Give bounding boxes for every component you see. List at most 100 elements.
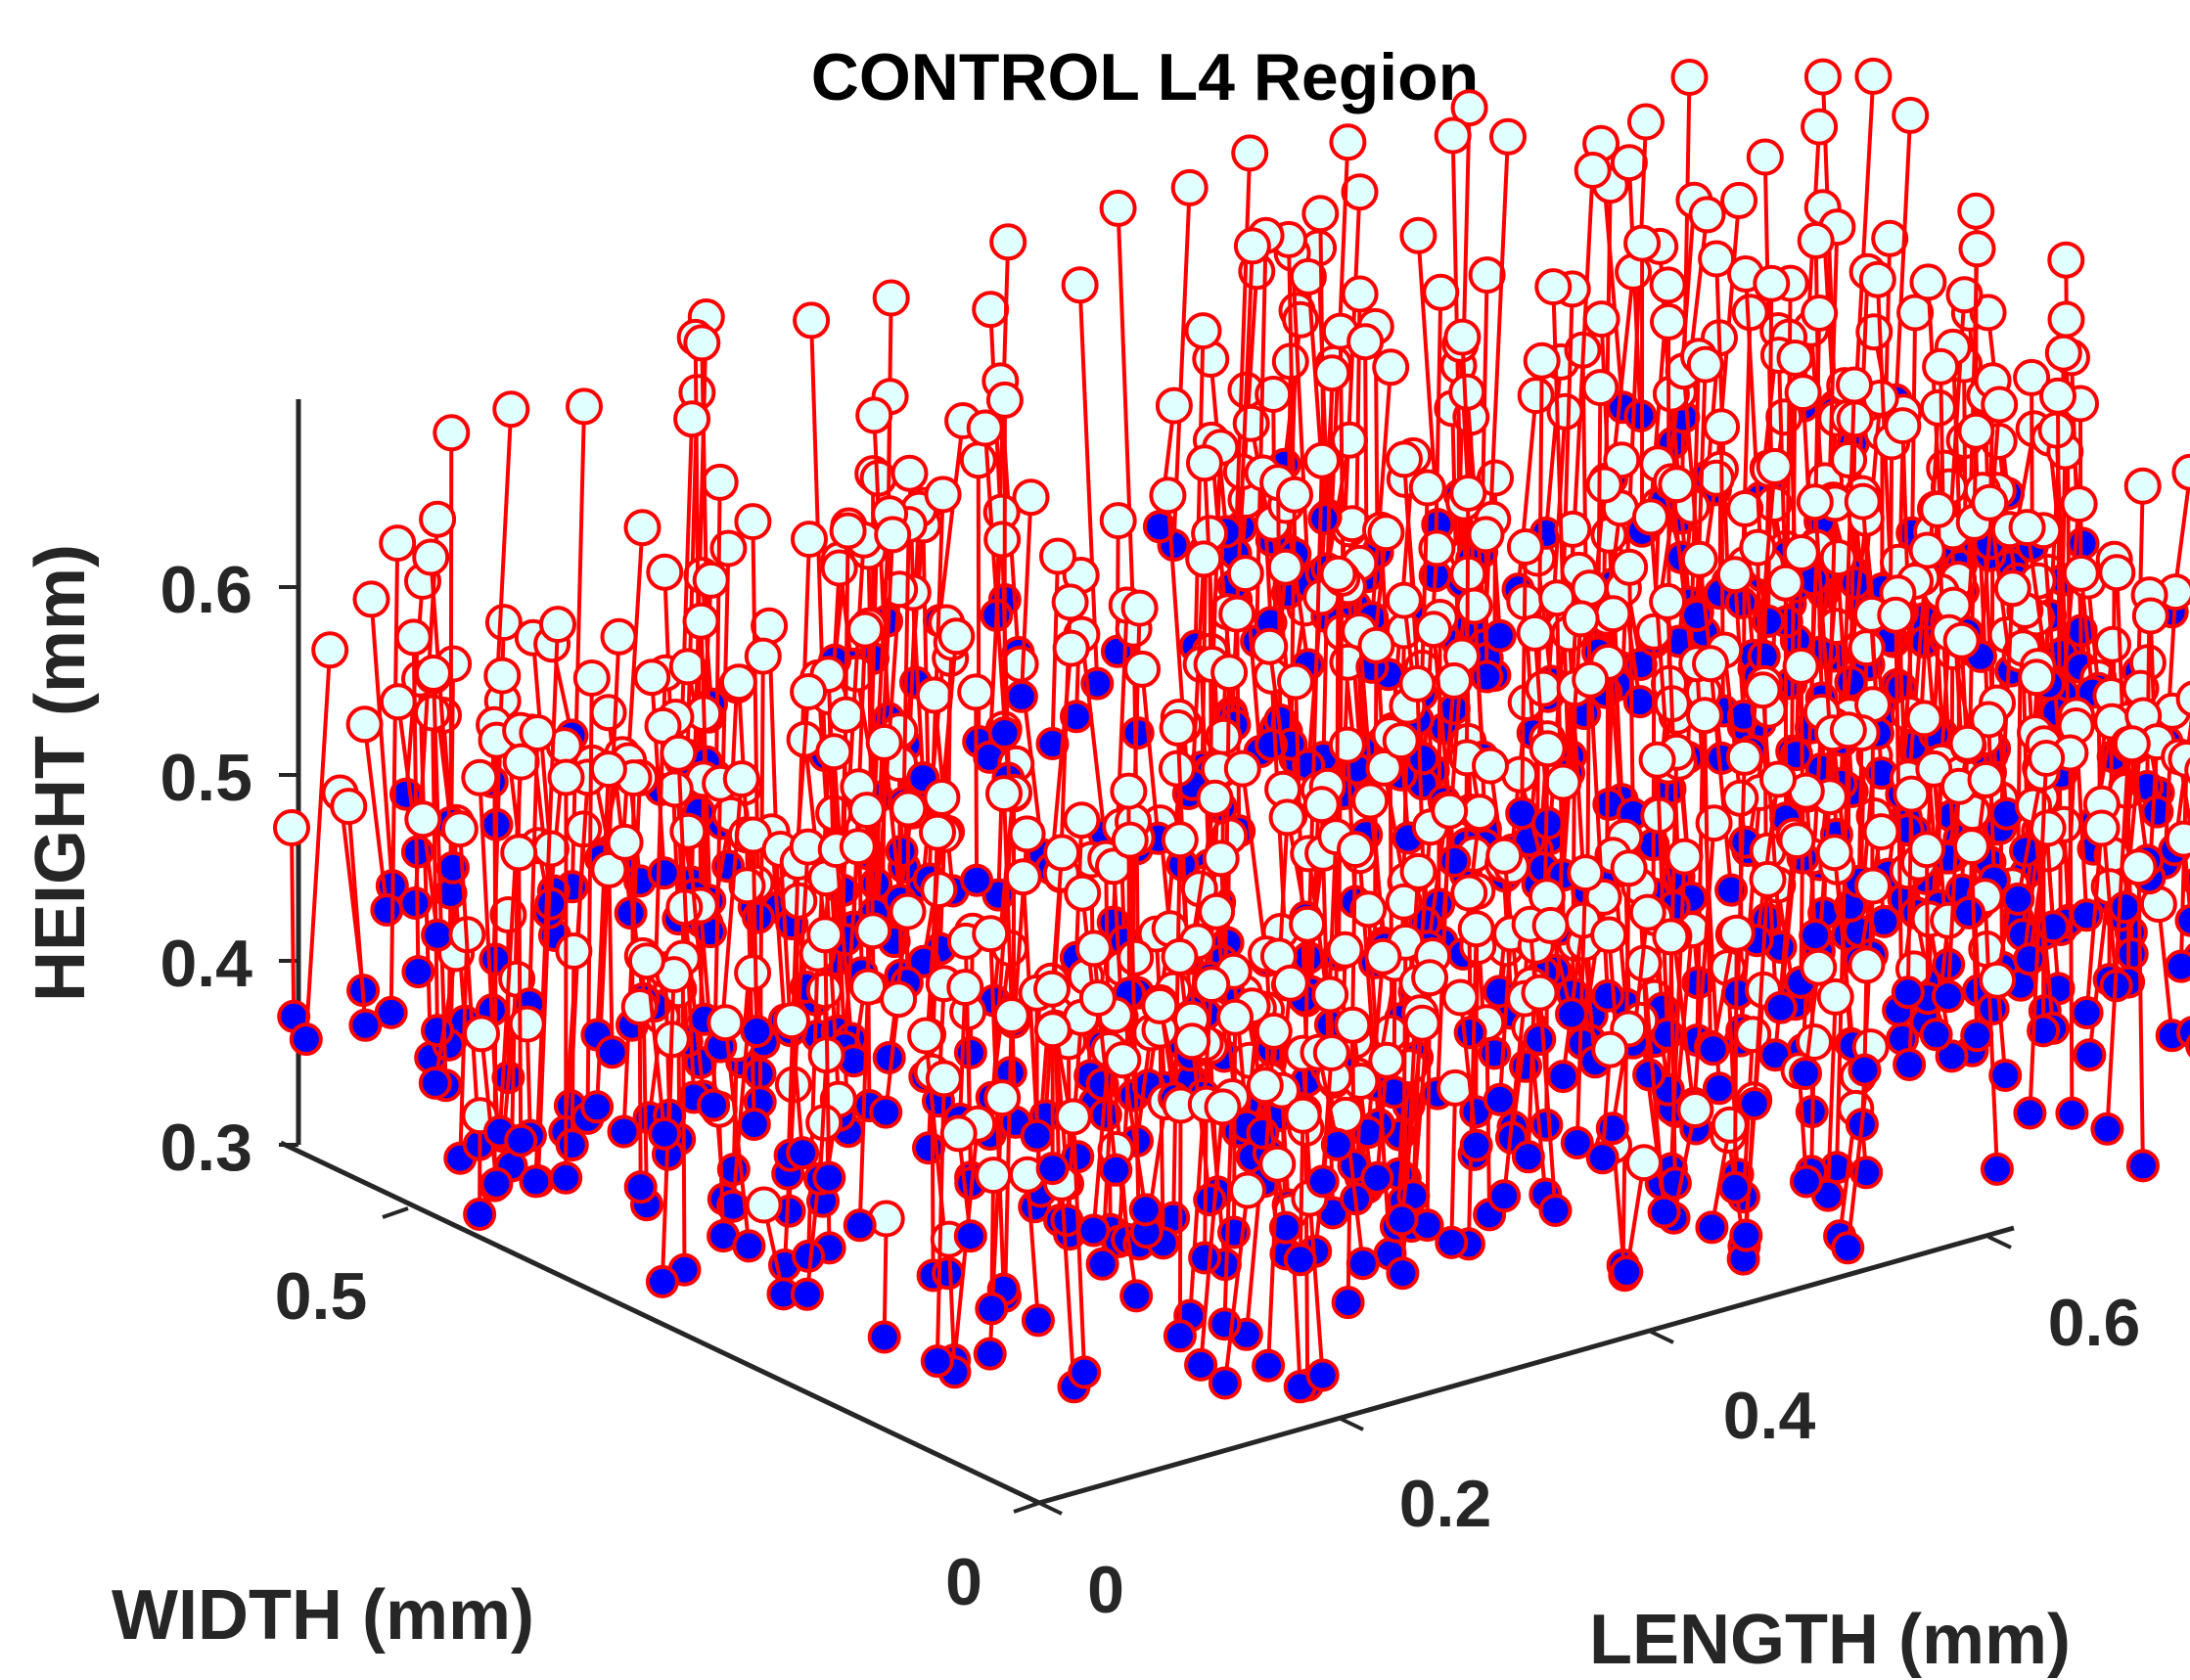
data-point-base <box>732 1229 766 1263</box>
data-point-top <box>975 1157 1013 1195</box>
data-point-top <box>1185 540 1223 578</box>
data-point-base <box>1831 1231 1865 1265</box>
connector-line <box>989 1175 996 1309</box>
data-point-top <box>734 503 772 541</box>
data-point-base <box>1952 895 1986 930</box>
data-point-top <box>1582 300 1620 339</box>
data-point-top <box>1915 749 1953 788</box>
data-point-base <box>973 1337 1007 1371</box>
z-tick-label: 0.3 <box>160 1111 252 1185</box>
data-point-top <box>923 779 961 816</box>
data-point-top <box>627 942 665 980</box>
data-point-base <box>1453 1016 1487 1050</box>
data-point-base <box>645 1264 679 1298</box>
data-point-top <box>623 509 662 547</box>
data-point-top <box>440 810 479 848</box>
data-point-top <box>1012 478 1050 517</box>
y-tick <box>1013 1501 1040 1514</box>
data-point-top <box>1581 369 1620 407</box>
data-point-top <box>2184 756 2190 784</box>
data-point-top <box>1945 276 1984 314</box>
connector-line <box>1967 431 1979 756</box>
data-point-base <box>1099 1153 1133 1187</box>
data-point-top <box>1313 354 1351 392</box>
data-point-top <box>1855 313 1893 351</box>
connector-line <box>1832 852 1855 1046</box>
connector-line <box>346 805 368 1025</box>
data-point-base <box>370 893 404 927</box>
data-point-top <box>1816 977 1854 1016</box>
connector-line <box>936 420 966 621</box>
data-point-base <box>2001 882 2035 916</box>
data-point-top <box>1567 854 1605 892</box>
data-point-top <box>1670 59 1709 96</box>
data-point-base <box>289 1022 323 1057</box>
data-point-top <box>1155 386 1193 425</box>
data-point-base <box>1252 1348 1286 1383</box>
data-point-top <box>1408 469 1446 507</box>
data-point-top <box>1970 701 2008 739</box>
connector-line <box>1969 846 1980 1036</box>
data-point-top <box>1411 959 1449 997</box>
data-point-top <box>620 988 659 1025</box>
data-point-top <box>751 607 789 645</box>
data-point-base <box>421 918 455 952</box>
data-point-top <box>1957 412 1995 450</box>
data-point-top <box>1329 123 1367 161</box>
connector-line <box>818 1055 829 1179</box>
data-point-top <box>1277 662 1314 701</box>
connector-line <box>1433 292 1443 576</box>
data-point-top <box>1658 466 1696 504</box>
connector-line <box>2078 403 2083 667</box>
data-point-top <box>1525 669 1563 707</box>
data-point-top <box>985 775 1023 813</box>
connector-line <box>1095 997 1118 1171</box>
data-point-top <box>880 980 918 1019</box>
data-point-top <box>1623 224 1662 262</box>
connector-line <box>1752 879 1770 1105</box>
connector-line <box>1233 153 1253 554</box>
data-point-top <box>1784 374 1822 412</box>
connector-line <box>1922 718 1941 906</box>
data-point-top <box>1782 534 1820 571</box>
data-point-top <box>646 553 684 591</box>
connector-line <box>1351 1024 1374 1182</box>
data-point-top <box>1698 240 1736 278</box>
connector-line <box>497 761 524 1132</box>
data-point-top <box>1952 828 1990 866</box>
data-point-base <box>1546 1060 1580 1094</box>
data-point-top <box>1778 822 1816 860</box>
data-point-top <box>1276 476 1313 514</box>
data-point-base <box>607 1114 641 1149</box>
connector-line <box>1458 997 1479 1146</box>
data-point-top <box>1993 569 2031 608</box>
data-point-top <box>2039 377 2076 415</box>
data-point-base <box>1737 1087 1771 1120</box>
data-point-top <box>1528 730 1567 768</box>
data-point-base <box>401 955 435 989</box>
data-point-top <box>1173 1022 1211 1061</box>
data-point-top <box>1472 747 1509 785</box>
data-point-base <box>1331 1286 1365 1320</box>
connector-line <box>1231 971 1248 1105</box>
data-point-top <box>889 892 927 931</box>
data-point-top <box>1111 821 1149 859</box>
data-point-top <box>1720 181 1758 219</box>
data-point-top <box>849 968 888 1006</box>
connector-line <box>607 869 615 1053</box>
data-point-top <box>1054 1098 1092 1136</box>
data-point-top <box>394 618 433 657</box>
data-point-top <box>957 673 995 711</box>
data-point-top <box>1289 905 1327 943</box>
data-point-top <box>1231 134 1269 172</box>
data-point-base <box>1919 1018 1953 1052</box>
connector-line <box>1483 136 1510 646</box>
data-point-top <box>1715 556 1754 594</box>
data-point-top <box>946 969 984 1007</box>
data-point-top <box>1686 697 1723 735</box>
connector-line <box>1856 733 1864 882</box>
connector-line <box>731 973 755 1206</box>
data-point-top <box>1854 57 1893 95</box>
connector-line <box>884 998 901 1112</box>
